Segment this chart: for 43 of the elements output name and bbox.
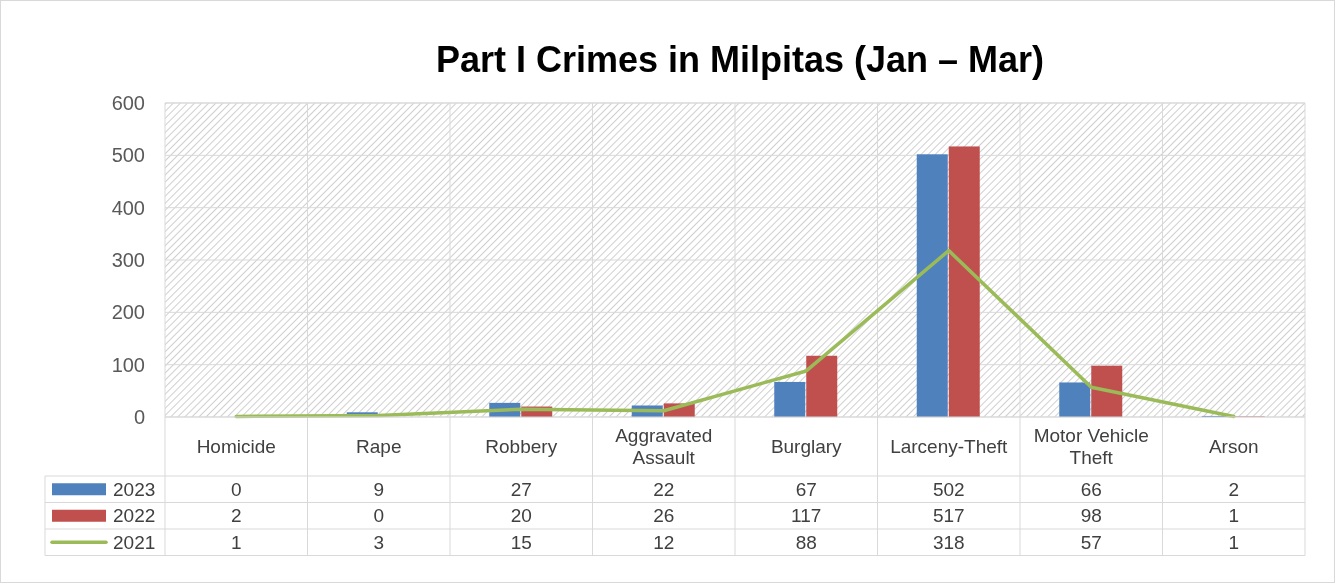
legend-label: 2022 — [113, 505, 156, 527]
data-label: 2 — [1228, 478, 1240, 500]
data-label: 9 — [373, 478, 385, 500]
data-label: 1 — [1228, 505, 1240, 527]
data-label: 2 — [230, 505, 242, 527]
x-tick-label: Motor Vehicle Theft — [1033, 425, 1149, 469]
y-tick-label: 100 — [111, 353, 145, 376]
data-label: 27 — [510, 478, 532, 500]
data-label: 98 — [1080, 505, 1102, 527]
y-tick-label: 0 — [133, 406, 145, 428]
data-label: 22 — [653, 478, 675, 500]
x-tick-label: Homicide — [196, 436, 276, 458]
data-label: 12 — [653, 531, 675, 553]
data-label: 502 — [932, 478, 965, 500]
legend-label: 2023 — [113, 478, 156, 500]
data-label: 0 — [230, 478, 242, 500]
x-tick-label: Robbery — [485, 436, 558, 458]
data-label: 1 — [230, 531, 242, 553]
y-tick-label: 600 — [111, 92, 145, 114]
data-label: 0 — [373, 505, 385, 527]
data-label: 318 — [932, 531, 965, 553]
data-label: 3 — [373, 531, 385, 553]
data-label: 67 — [795, 478, 817, 500]
data-label: 88 — [795, 531, 817, 553]
x-tick-label: Larceny-Theft — [890, 436, 1009, 458]
data-label: 66 — [1080, 478, 1102, 500]
data-label: 57 — [1080, 531, 1102, 553]
y-tick-label: 400 — [111, 196, 145, 219]
data-label: 517 — [932, 505, 965, 527]
data-label: 15 — [510, 531, 532, 553]
data-label: 1 — [1228, 531, 1240, 553]
x-tick-label: Arson — [1208, 436, 1259, 458]
legend-label: 2021 — [113, 531, 156, 553]
x-tick-label: Aggravated Assault — [615, 425, 713, 469]
y-tick-label: 500 — [111, 144, 145, 167]
x-tick-label: Burglary — [770, 436, 843, 458]
data-label: 117 — [791, 505, 822, 527]
y-tick-label: 200 — [111, 301, 145, 324]
x-tick-label: Rape — [356, 436, 402, 458]
data-label: 20 — [510, 505, 532, 527]
chart-title: Part I Crimes in Milpitas (Jan – Mar) — [435, 39, 1045, 80]
y-tick-label: 300 — [111, 249, 145, 271]
data-label: 26 — [653, 505, 675, 527]
